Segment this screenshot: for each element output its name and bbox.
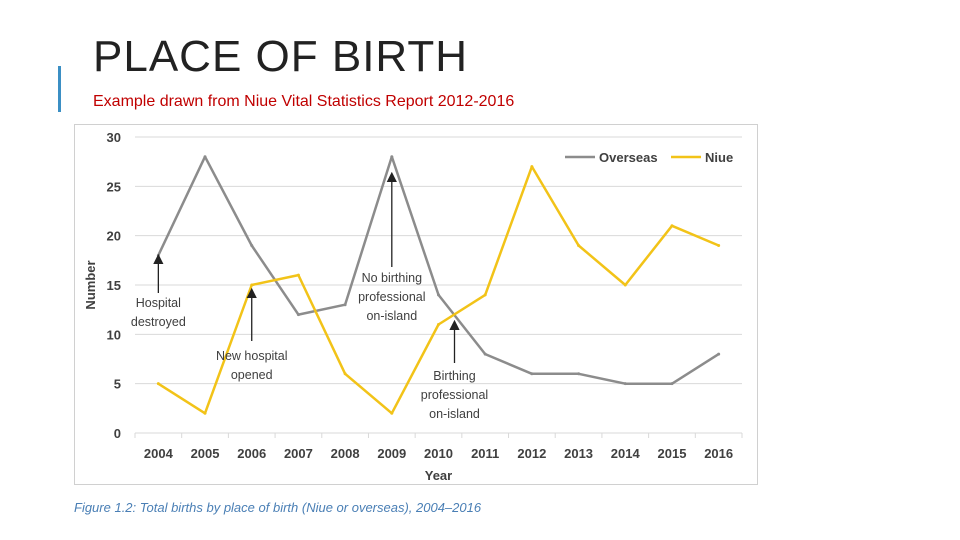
y-tick-label: 15 xyxy=(107,278,121,293)
annotation-label: No birthing xyxy=(362,271,422,285)
births-line-chart: 0 5 10 15 20 25 30 2004 2005 2006 2007 2008 2009 2010… xyxy=(83,130,743,483)
legend-label-niue: Niue xyxy=(705,150,733,165)
annotation-label: Hospital xyxy=(136,296,181,310)
x-tick-label: 2016 xyxy=(704,446,733,461)
data-point-niue xyxy=(623,283,627,287)
y-tick-label: 30 xyxy=(107,130,121,145)
annotation-label: professional xyxy=(421,388,488,402)
data-point-overseas xyxy=(483,352,487,356)
data-point-niue xyxy=(670,224,674,228)
data-point-niue xyxy=(483,293,487,297)
annotation-label: professional xyxy=(358,290,425,304)
figure-frame: 0 5 10 15 20 25 30 2004 2005 2006 2007 2008 2009 2010… xyxy=(74,124,758,485)
data-point-niue xyxy=(250,283,254,287)
x-tick-label: 2007 xyxy=(284,446,313,461)
data-point-overseas xyxy=(577,372,581,376)
data-point-overseas xyxy=(670,382,674,386)
annotation-label: destroyed xyxy=(131,315,186,329)
data-point-niue xyxy=(343,372,347,376)
x-tick-label: 2006 xyxy=(237,446,266,461)
data-point-overseas xyxy=(156,253,160,257)
data-point-overseas xyxy=(250,244,254,248)
data-point-overseas xyxy=(530,372,534,376)
x-tick-label: 2013 xyxy=(564,446,593,461)
annotation-label: on-island xyxy=(366,309,417,323)
data-point-niue xyxy=(156,382,160,386)
y-tick-label: 5 xyxy=(114,377,121,392)
x-tick-label: 2008 xyxy=(331,446,360,461)
y-tick-label: 0 xyxy=(114,426,121,441)
data-point-overseas xyxy=(390,155,394,159)
x-axis-title: Year xyxy=(425,468,452,483)
y-tick-label: 25 xyxy=(107,179,121,194)
data-point-niue xyxy=(390,411,394,415)
data-point-niue xyxy=(203,411,207,415)
data-point-niue xyxy=(530,165,534,169)
x-tick-label: 2011 xyxy=(471,446,499,461)
data-point-overseas xyxy=(343,303,347,307)
y-tick-label: 20 xyxy=(107,229,121,244)
x-tick-label: 2005 xyxy=(191,446,220,461)
title-accent-bar xyxy=(58,66,61,112)
x-tick-label: 2012 xyxy=(517,446,546,461)
legend-label-overseas: Overseas xyxy=(599,150,658,165)
annotation-label: on-island xyxy=(429,407,480,421)
data-point-niue xyxy=(717,244,721,248)
y-tick-label: 10 xyxy=(107,327,121,342)
data-point-overseas xyxy=(437,293,440,297)
data-point-overseas xyxy=(296,313,300,317)
data-point-overseas xyxy=(623,382,627,386)
data-point-niue xyxy=(437,322,440,326)
data-point-niue xyxy=(296,273,300,277)
x-tick-label: 2014 xyxy=(611,446,641,461)
y-axis-title: Number xyxy=(83,260,98,309)
data-point-niue xyxy=(577,244,581,248)
slide-title: PLACE OF BIRTH xyxy=(93,32,469,81)
annotation-label: New hospital xyxy=(216,349,288,363)
slide-subtitle: Example drawn from Niue Vital Statistics… xyxy=(93,93,515,110)
data-point-overseas xyxy=(717,352,721,356)
x-tick-label: 2010 xyxy=(424,446,453,461)
x-tick-label: 2009 xyxy=(377,446,406,461)
x-tick-label: 2004 xyxy=(144,446,174,461)
figure-caption: Figure 1.2: Total births by place of bir… xyxy=(74,500,482,515)
x-tick-label: 2015 xyxy=(658,446,687,461)
annotation-label: opened xyxy=(231,368,273,382)
annotation-label: Birthing xyxy=(433,369,475,383)
data-point-overseas xyxy=(203,155,207,159)
